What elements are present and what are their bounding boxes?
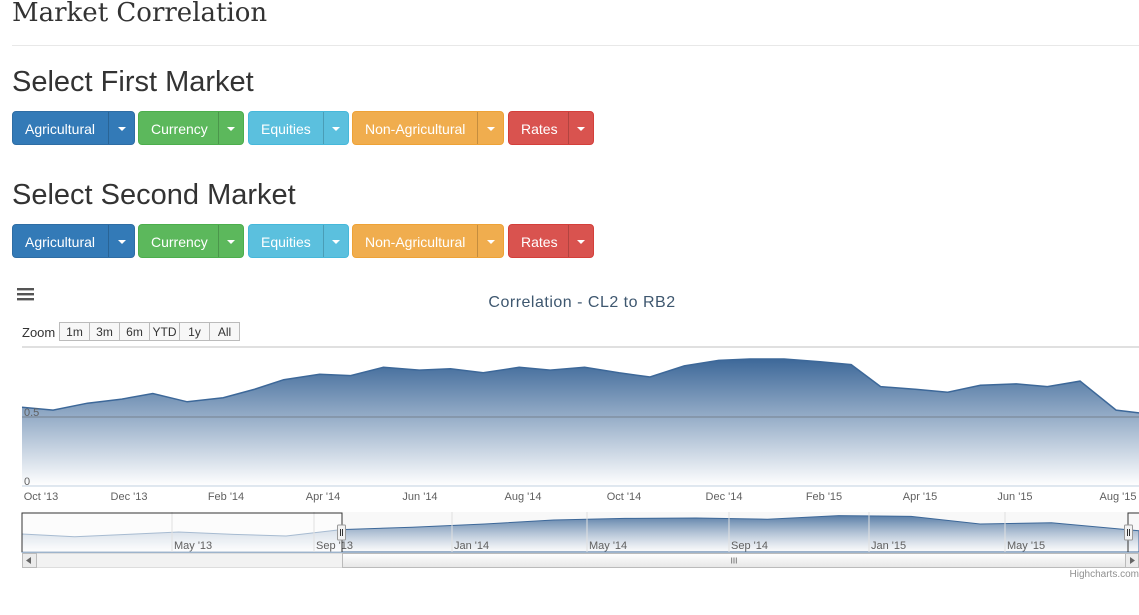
chevron-down-icon[interactable] — [322, 225, 348, 257]
first-currency-dropdown[interactable]: Currency — [138, 111, 244, 145]
second-currency-label[interactable]: Currency — [151, 234, 208, 250]
navigator-handle-left[interactable] — [337, 524, 346, 541]
first-currency-label[interactable]: Currency — [151, 121, 208, 137]
navigator-tick-label: Jan '14 — [454, 540, 489, 552]
first-equities-dropdown[interactable]: Equities — [248, 111, 349, 145]
second-equities-dropdown[interactable]: Equities — [248, 224, 349, 258]
x-tick-label: Feb '14 — [208, 491, 244, 503]
x-tick-label: Dec '14 — [706, 491, 743, 503]
second-market-heading: Select Second Market — [12, 179, 296, 211]
scrollbar[interactable]: III — [22, 553, 1139, 568]
second-currency-dropdown[interactable]: Currency — [138, 224, 244, 258]
first-market-heading: Select First Market — [12, 66, 254, 98]
first-agricultural-label[interactable]: Agricultural — [25, 121, 96, 137]
second-equities-label[interactable]: Equities — [261, 234, 311, 250]
second-non-agricultural-dropdown[interactable]: Non-Agricultural — [352, 224, 504, 258]
first-rates-dropdown[interactable]: Rates — [508, 111, 594, 145]
range-button-3m[interactable]: 3m — [89, 322, 120, 341]
chevron-down-icon[interactable] — [108, 225, 134, 257]
x-tick-label: Dec '13 — [111, 491, 148, 503]
x-tick-label: Apr '15 — [903, 491, 938, 503]
first-equities-label[interactable]: Equities — [261, 121, 311, 137]
x-tick-label: Jun '15 — [997, 491, 1032, 503]
range-button-label: 3m — [96, 325, 113, 339]
second-agricultural-dropdown[interactable]: Agricultural — [12, 224, 135, 258]
x-tick-label: Aug '14 — [505, 491, 542, 503]
page-title: Market Correlation — [12, 0, 268, 28]
arrow-right-icon — [1130, 557, 1135, 564]
range-button-label: 6m — [126, 325, 143, 339]
x-tick-label: Oct '14 — [607, 491, 642, 503]
first-non-agricultural-label[interactable]: Non-Agricultural — [365, 121, 466, 137]
y-tick-label: 0.5 — [24, 407, 39, 419]
range-button-1y[interactable]: 1y — [179, 322, 210, 341]
navigator-tick-label: May '15 — [1007, 540, 1045, 552]
second-non-agricultural-label[interactable]: Non-Agricultural — [365, 234, 466, 250]
hamburger-icon[interactable] — [15, 286, 35, 306]
range-button-6m[interactable]: 6m — [119, 322, 150, 341]
second-rates-label[interactable]: Rates — [521, 234, 558, 250]
chart-svg: Correlation - CL2 to RB2 Zoom 1m 3m 6m YTD 1… — [15, 286, 1139, 580]
range-button-1m[interactable]: 1m — [59, 322, 90, 341]
navigator-tick-label: May '14 — [589, 540, 627, 552]
range-button-label: 1y — [188, 325, 201, 339]
range-button-all[interactable]: All — [209, 322, 240, 341]
second-rates-dropdown[interactable]: Rates — [508, 224, 594, 258]
second-agricultural-label[interactable]: Agricultural — [25, 234, 96, 250]
chevron-down-icon[interactable] — [568, 112, 593, 144]
navigator-tick-label: Sep '13 — [316, 540, 353, 552]
first-non-agricultural-dropdown[interactable]: Non-Agricultural — [352, 111, 504, 145]
navigator[interactable]: May '13 Sep '13 Jan '14 May '14 Sep '14 Jan '… — [21, 512, 1139, 553]
correlation-line — [21, 358, 1139, 414]
navigator-tick-label: May '13 — [174, 540, 212, 552]
x-tick-label: Feb '15 — [806, 491, 842, 503]
x-tick-label: Jun '14 — [402, 491, 437, 503]
highcharts-credits[interactable]: Highcharts.com — [1070, 569, 1139, 580]
range-button-label: 1m — [66, 325, 83, 339]
navigator-handle-right[interactable] — [1124, 524, 1133, 541]
first-agricultural-dropdown[interactable]: Agricultural — [12, 111, 135, 145]
navigator-tick-label: Jan '15 — [871, 540, 906, 552]
range-button-label: YTD — [153, 325, 177, 339]
arrow-left-icon — [26, 557, 31, 564]
chevron-down-icon[interactable] — [477, 112, 503, 144]
zoom-label: Zoom — [22, 325, 55, 340]
title-divider — [12, 45, 1139, 46]
chevron-down-icon[interactable] — [218, 112, 243, 144]
navigator-mask-left — [22, 512, 342, 552]
chevron-down-icon[interactable] — [218, 225, 243, 257]
chevron-down-icon[interactable] — [568, 225, 593, 257]
x-tick-label: Aug '15 — [1100, 491, 1137, 503]
chevron-down-icon[interactable] — [477, 225, 503, 257]
chevron-down-icon[interactable] — [322, 112, 348, 144]
x-tick-label: Apr '14 — [306, 491, 341, 503]
correlation-area — [22, 359, 1139, 486]
correlation-chart: Correlation - CL2 to RB2 Zoom 1m 3m 6m YTD 1… — [0, 280, 1139, 610]
range-button-label: All — [218, 325, 231, 339]
range-button-ytd[interactable]: YTD — [149, 322, 180, 341]
first-rates-label[interactable]: Rates — [521, 121, 558, 137]
navigator-tick-label: Sep '14 — [731, 540, 768, 552]
chart-title: Correlation - CL2 to RB2 — [488, 294, 675, 311]
scrollbar-grip-icon: III — [731, 557, 738, 566]
y-tick-label: 0 — [24, 476, 30, 488]
chevron-down-icon[interactable] — [108, 112, 134, 144]
x-tick-label: Oct '13 — [24, 491, 59, 503]
